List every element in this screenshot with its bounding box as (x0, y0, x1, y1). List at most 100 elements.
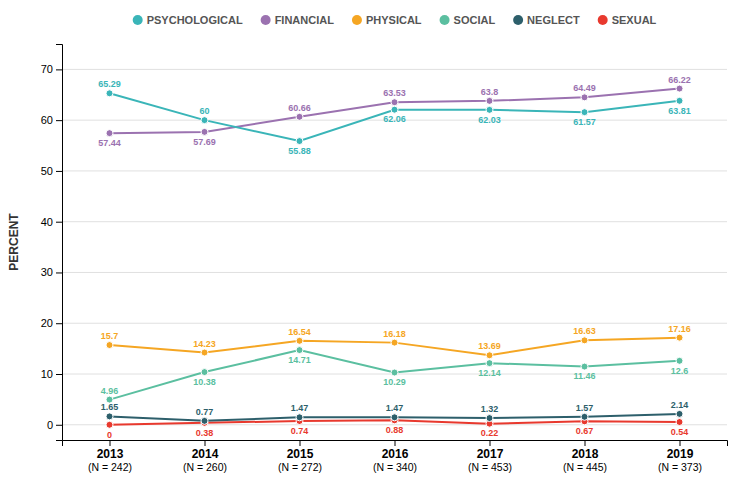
data-label: 0.22 (481, 428, 499, 438)
point (581, 337, 588, 344)
data-label: 63.81 (668, 106, 691, 116)
x-tick-label-line: 2016 (382, 447, 409, 461)
data-label: 1.32 (481, 404, 499, 414)
y-tick-mark (56, 69, 62, 70)
point (106, 90, 113, 97)
legend-label: SEXUAL (612, 14, 657, 26)
y-tick-label: 50 (41, 165, 53, 177)
x-tick-label: 2015(N = 272) (278, 447, 322, 473)
point (676, 85, 683, 92)
x-tick: 2015(N = 272) (278, 440, 322, 473)
y-tick: 40 (41, 216, 62, 228)
y-tick-label: 40 (41, 216, 53, 228)
marks (106, 85, 683, 428)
x-tick-mark (490, 440, 491, 446)
legend-swatch (440, 15, 450, 25)
legend-item: SEXUAL (598, 14, 657, 26)
point (581, 109, 588, 116)
data-label: 0.88 (386, 425, 404, 435)
legend-swatch (513, 15, 523, 25)
legend-item: PHYSICAL (352, 14, 422, 26)
point (676, 357, 683, 364)
x-tick-label-line: (N = 242) (88, 461, 132, 473)
data-label: 63.8 (481, 87, 499, 97)
data-label: 1.57 (576, 403, 594, 413)
data-label: 63.53 (383, 88, 406, 98)
data-label: 62.03 (478, 115, 501, 125)
x-tick-label-line: 2019 (667, 447, 694, 461)
grid (62, 69, 727, 424)
y-tick-label: 70 (41, 63, 53, 75)
x-tick-mark (680, 440, 681, 446)
grid-line (62, 69, 727, 70)
y-tick-mark (56, 272, 62, 273)
data-label: 0 (107, 430, 112, 440)
point (676, 410, 683, 417)
legend-item: SOCIAL (440, 14, 496, 26)
data-label: 1.65 (101, 402, 119, 412)
x-tick-mark (205, 440, 206, 446)
x-tick-label: 2017(N = 453) (468, 447, 512, 473)
data-label: 0.38 (196, 428, 214, 438)
point (201, 349, 208, 356)
legend-swatch (598, 15, 608, 25)
point (391, 369, 398, 376)
point (296, 138, 303, 145)
data-label: 16.18 (383, 329, 406, 339)
data-label: 2.14 (671, 400, 689, 410)
x-tick-label-line: 2017 (477, 447, 504, 461)
x-tick-label: 2018(N = 445) (563, 447, 607, 473)
data-label: 13.69 (478, 341, 501, 351)
x-tick-label-line: (N = 453) (468, 461, 512, 473)
grid-line (62, 221, 727, 222)
y-tick: 50 (41, 165, 62, 177)
legend: PSYCHOLOGICALFINANCIALPHYSICALSOCIALNEGL… (133, 14, 657, 26)
y-tick-label: 20 (41, 317, 53, 329)
legend-swatch (261, 15, 271, 25)
data-label: 0.67 (576, 426, 594, 436)
data-label: 60 (199, 106, 209, 116)
x-tick-label-line: (N = 260) (183, 461, 227, 473)
legend-item: NEGLECT (513, 14, 580, 26)
x-tick: 2017(N = 453) (468, 440, 512, 473)
legend-item: FINANCIAL (261, 14, 335, 26)
y-tick-mark (56, 222, 62, 223)
point (296, 414, 303, 421)
data-label: 66.22 (668, 75, 691, 85)
x-tick-label-line: (N = 445) (563, 461, 607, 473)
y-axis: 010203040506070 (41, 45, 63, 441)
point (486, 360, 493, 367)
point (106, 421, 113, 428)
legend-label: FINANCIAL (275, 14, 335, 26)
data-label: 57.44 (98, 138, 121, 148)
point (391, 99, 398, 106)
y-tick: 20 (41, 317, 62, 329)
point (581, 94, 588, 101)
data-labels: 65.296055.8862.0662.0361.5763.8157.4457.… (98, 75, 691, 440)
data-label: 0.74 (291, 426, 309, 436)
data-label: 60.66 (288, 103, 311, 113)
grid-line (62, 272, 727, 273)
point (201, 369, 208, 376)
data-label: 0.77 (196, 407, 214, 417)
data-label: 61.57 (573, 117, 596, 127)
point (201, 417, 208, 424)
x-tick-label: 2013(N = 242) (88, 447, 132, 473)
x-tick-mark (300, 440, 301, 446)
series-line (110, 338, 680, 356)
y-tick: 30 (41, 266, 62, 278)
y-axis-title: PERCENT (7, 213, 21, 271)
data-label: 12.6 (671, 366, 689, 376)
point (296, 113, 303, 120)
data-label: 0.54 (671, 427, 689, 437)
point (106, 130, 113, 137)
grid-line (62, 323, 727, 324)
y-tick-mark (56, 120, 62, 121)
legend-label: NEGLECT (527, 14, 580, 26)
x-tick-mark (585, 440, 586, 446)
point (201, 128, 208, 135)
data-label: 15.7 (101, 331, 119, 341)
data-label: 1.47 (386, 403, 404, 413)
x-tick: 2019(N = 373) (658, 440, 702, 473)
x-axis: 2013(N = 242)2014(N = 260)2015(N = 272)2… (63, 440, 728, 473)
